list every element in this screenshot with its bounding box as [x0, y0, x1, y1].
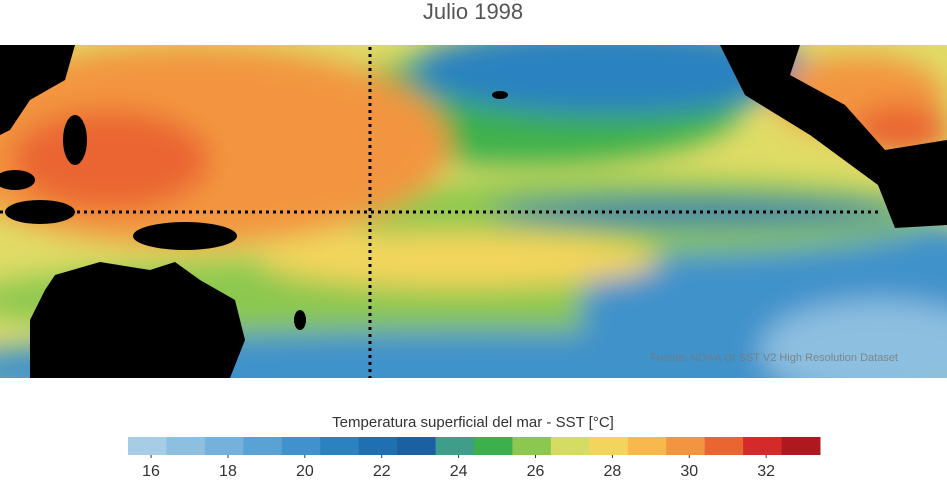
colorbar-bin — [358, 437, 398, 455]
colorbar-label: Temperatura superficial del mar - SST [°… — [332, 414, 614, 431]
colorbar-bin — [204, 437, 244, 455]
colorbar-bin — [281, 437, 321, 455]
colorbar-bin — [627, 437, 667, 455]
colorbar-bin — [512, 437, 552, 455]
title: Julio 1998 — [423, 0, 523, 24]
colorbar-bin — [550, 437, 590, 455]
colorbar-bin — [704, 437, 744, 455]
colorbar-tick-label: 28 — [604, 463, 622, 480]
colorbar-tick-label: 32 — [757, 463, 775, 480]
colorbar-tick-label: 22 — [373, 463, 391, 480]
colorbar-bin — [128, 437, 167, 455]
land — [0, 45, 947, 378]
colorbar-bin — [781, 437, 821, 455]
colorbar-tick-label: 24 — [450, 463, 468, 480]
colorbar-bin — [666, 437, 706, 455]
colorbar-bin — [243, 437, 283, 455]
colorbar-bin — [320, 437, 360, 455]
colorbar-bin — [435, 437, 475, 455]
colorbar-bin — [166, 437, 206, 455]
colorbar-tick-label: 18 — [219, 463, 237, 480]
colorbar-tick-label: 26 — [527, 463, 545, 480]
source: Fuente: NOAA OI SST V2 High Resolution D… — [650, 352, 898, 364]
colorbar-bin — [589, 437, 629, 455]
colorbar-bin — [474, 437, 513, 455]
colorbar-tick-label: 16 — [142, 463, 160, 480]
colorbar-bin — [743, 437, 783, 455]
sst-map — [0, 45, 947, 378]
colorbar-tick-label: 20 — [296, 463, 314, 480]
colorbar-bin — [397, 437, 437, 455]
colorbar-tick-label: 30 — [680, 463, 698, 480]
